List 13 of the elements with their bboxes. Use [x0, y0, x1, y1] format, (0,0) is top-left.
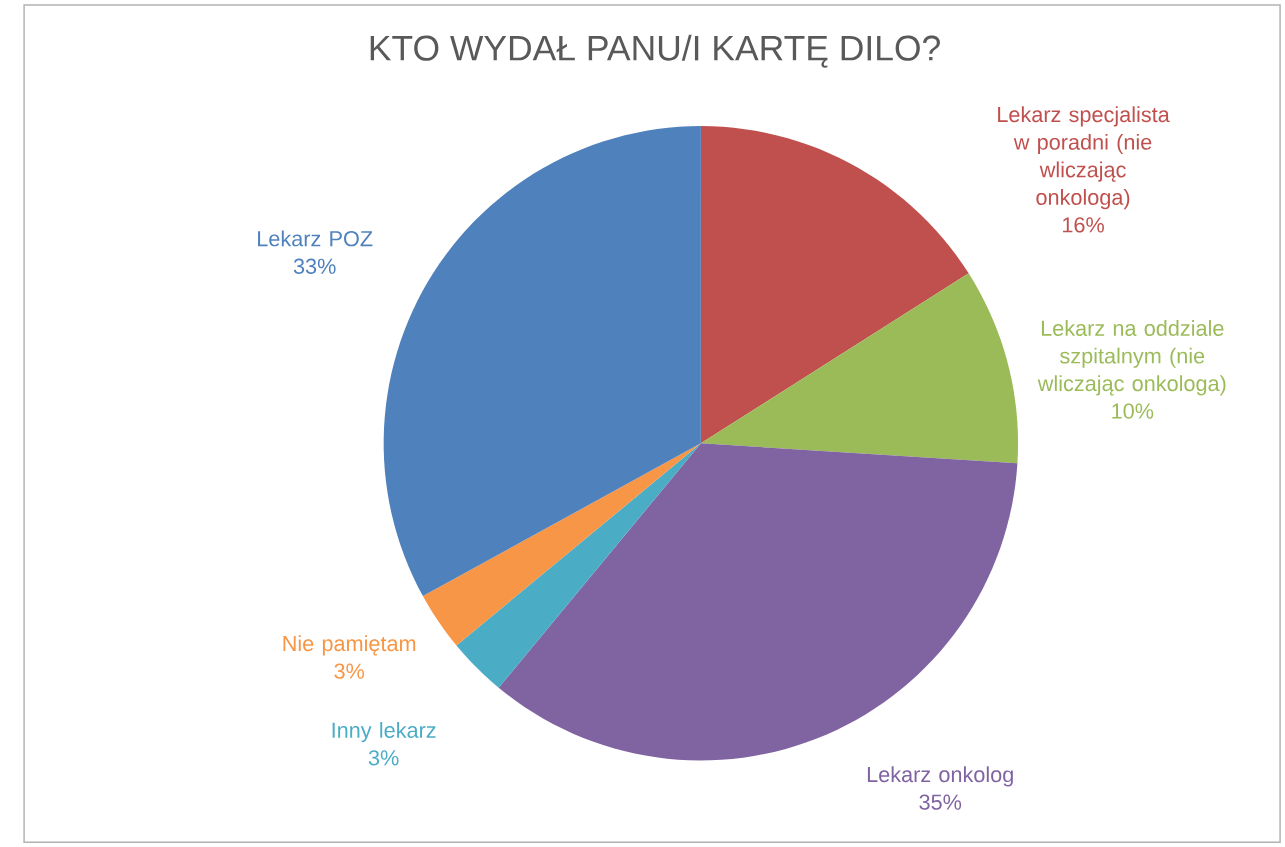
data-label: 35%	[919, 794, 962, 810]
data-label: 3%	[368, 750, 399, 766]
slice-label: Lekarz onkolog	[867, 766, 1013, 787]
data-label: 10%	[1112, 403, 1154, 419]
chart-title: KTO WYDAŁ PANU/I KARTĘ DILO?	[370, 34, 940, 68]
data-label: 33%	[293, 258, 336, 274]
slice-label: Nie pamiętam	[283, 635, 416, 656]
data-label: 3%	[334, 663, 365, 679]
slice-label: Lekarz specjalista w poradni (nie wliczając onkologa)	[998, 106, 1170, 210]
slice-label: Lekarz na oddziale szpitalnym (nie wliczając onkologa)	[1037, 319, 1226, 396]
slice-label: Lekarz POZ	[258, 230, 373, 247]
data-label: 16%	[1063, 217, 1104, 233]
slice-label: Inny lekarz	[332, 721, 436, 743]
